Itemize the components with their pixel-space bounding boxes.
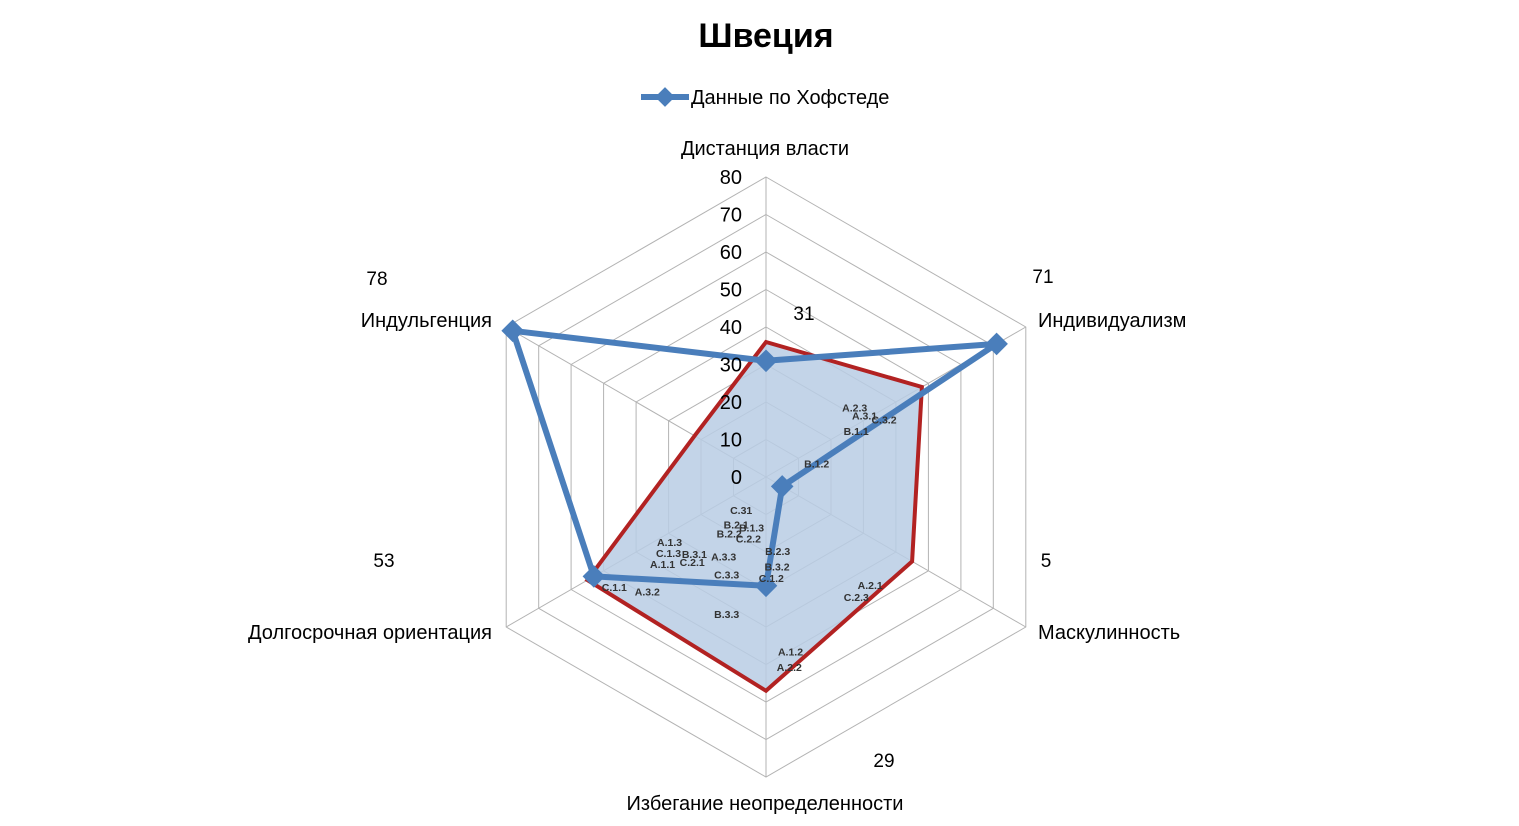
code-label-1: A.3.1 [852, 410, 877, 422]
code-label-26: A.2.2 [777, 662, 802, 674]
value-label-1: 71 [1032, 267, 1053, 288]
code-label-6: B.2.1 [724, 520, 749, 532]
chart-title: Швеция [698, 17, 833, 55]
axis-label-0: Дистанция власти [681, 138, 849, 160]
code-label-17: C.2.1 [680, 557, 705, 569]
code-label-20: A.2.1 [858, 580, 883, 592]
value-label-4: 53 [373, 551, 394, 572]
tick-label-20: 20 [720, 392, 742, 414]
code-label-24: B.3.3 [714, 609, 739, 621]
data-point-2 [770, 475, 794, 498]
value-label-2: 5 [1041, 551, 1052, 572]
overlay-polygon [584, 339, 924, 694]
data-point-3 [754, 574, 778, 598]
code-label-4: B.1.2 [804, 458, 829, 470]
code-label-5: C.31 [730, 505, 752, 517]
code-label-16: A.1.1 [650, 559, 675, 571]
overlay-region [584, 339, 924, 694]
tick-label-50: 50 [720, 280, 742, 302]
data-point-5 [501, 319, 525, 343]
code-label-19: C.1.2 [759, 573, 784, 585]
value-label-3: 29 [873, 751, 894, 772]
code-label-8: B.2.2 [717, 529, 742, 541]
code-label-23: C.2.3 [844, 592, 869, 604]
code-label-0: A.2.3 [842, 403, 867, 415]
code-label-7: B.1.3 [739, 523, 764, 535]
code-label-3: C.3.2 [871, 415, 896, 427]
code-label-11: B.2.3 [765, 546, 790, 558]
code-label-15: B.3.2 [764, 561, 789, 573]
tick-label-60: 60 [720, 242, 742, 264]
series-hofstede [501, 319, 1008, 598]
data-point-0 [754, 349, 778, 373]
tick-label-70: 70 [720, 205, 742, 227]
tick-label-30: 30 [720, 355, 742, 377]
code-label-10: A.1.3 [657, 537, 682, 549]
axis-label-1: Индивидуализм [1038, 310, 1186, 332]
value-label-5: 78 [366, 269, 387, 290]
value-label-0: 31 [793, 304, 814, 325]
axis-label-5: Индульгенция [361, 310, 492, 332]
legend: Данные по Хофстеде [641, 87, 889, 109]
code-label-14: A.3.3 [711, 552, 736, 564]
legend-diamond-marker [655, 87, 675, 107]
chart-labels: 0 10 20 30 40 50 60 70 80 Дистанция власти Индивид… [248, 138, 1186, 815]
code-label-25: A.1.2 [778, 647, 803, 659]
tick-label-0: 0 [731, 467, 742, 489]
legend-label: Данные по Хофстеде [691, 87, 889, 109]
axis-label-4: Долгосрочная ориентация [248, 622, 492, 644]
code-label-18: C.3.3 [714, 569, 739, 581]
data-point-4 [582, 565, 606, 588]
code-label-13: B.3.1 [682, 549, 707, 561]
tick-label-80: 80 [720, 167, 742, 189]
tick-label-10: 10 [720, 430, 742, 452]
code-label-21: C.1.1 [602, 582, 627, 594]
axis-label-2: Маскулинность [1038, 622, 1180, 644]
axis-label-3: Избегание неопределенности [627, 793, 904, 815]
code-label-22: A.3.2 [635, 587, 660, 599]
data-point-1 [985, 332, 1008, 356]
code-label-9: C.2.2 [736, 533, 761, 545]
code-label-2: B.1.1 [844, 426, 869, 438]
code-label-12: C.1.3 [656, 548, 681, 560]
tick-label-40: 40 [720, 317, 742, 339]
